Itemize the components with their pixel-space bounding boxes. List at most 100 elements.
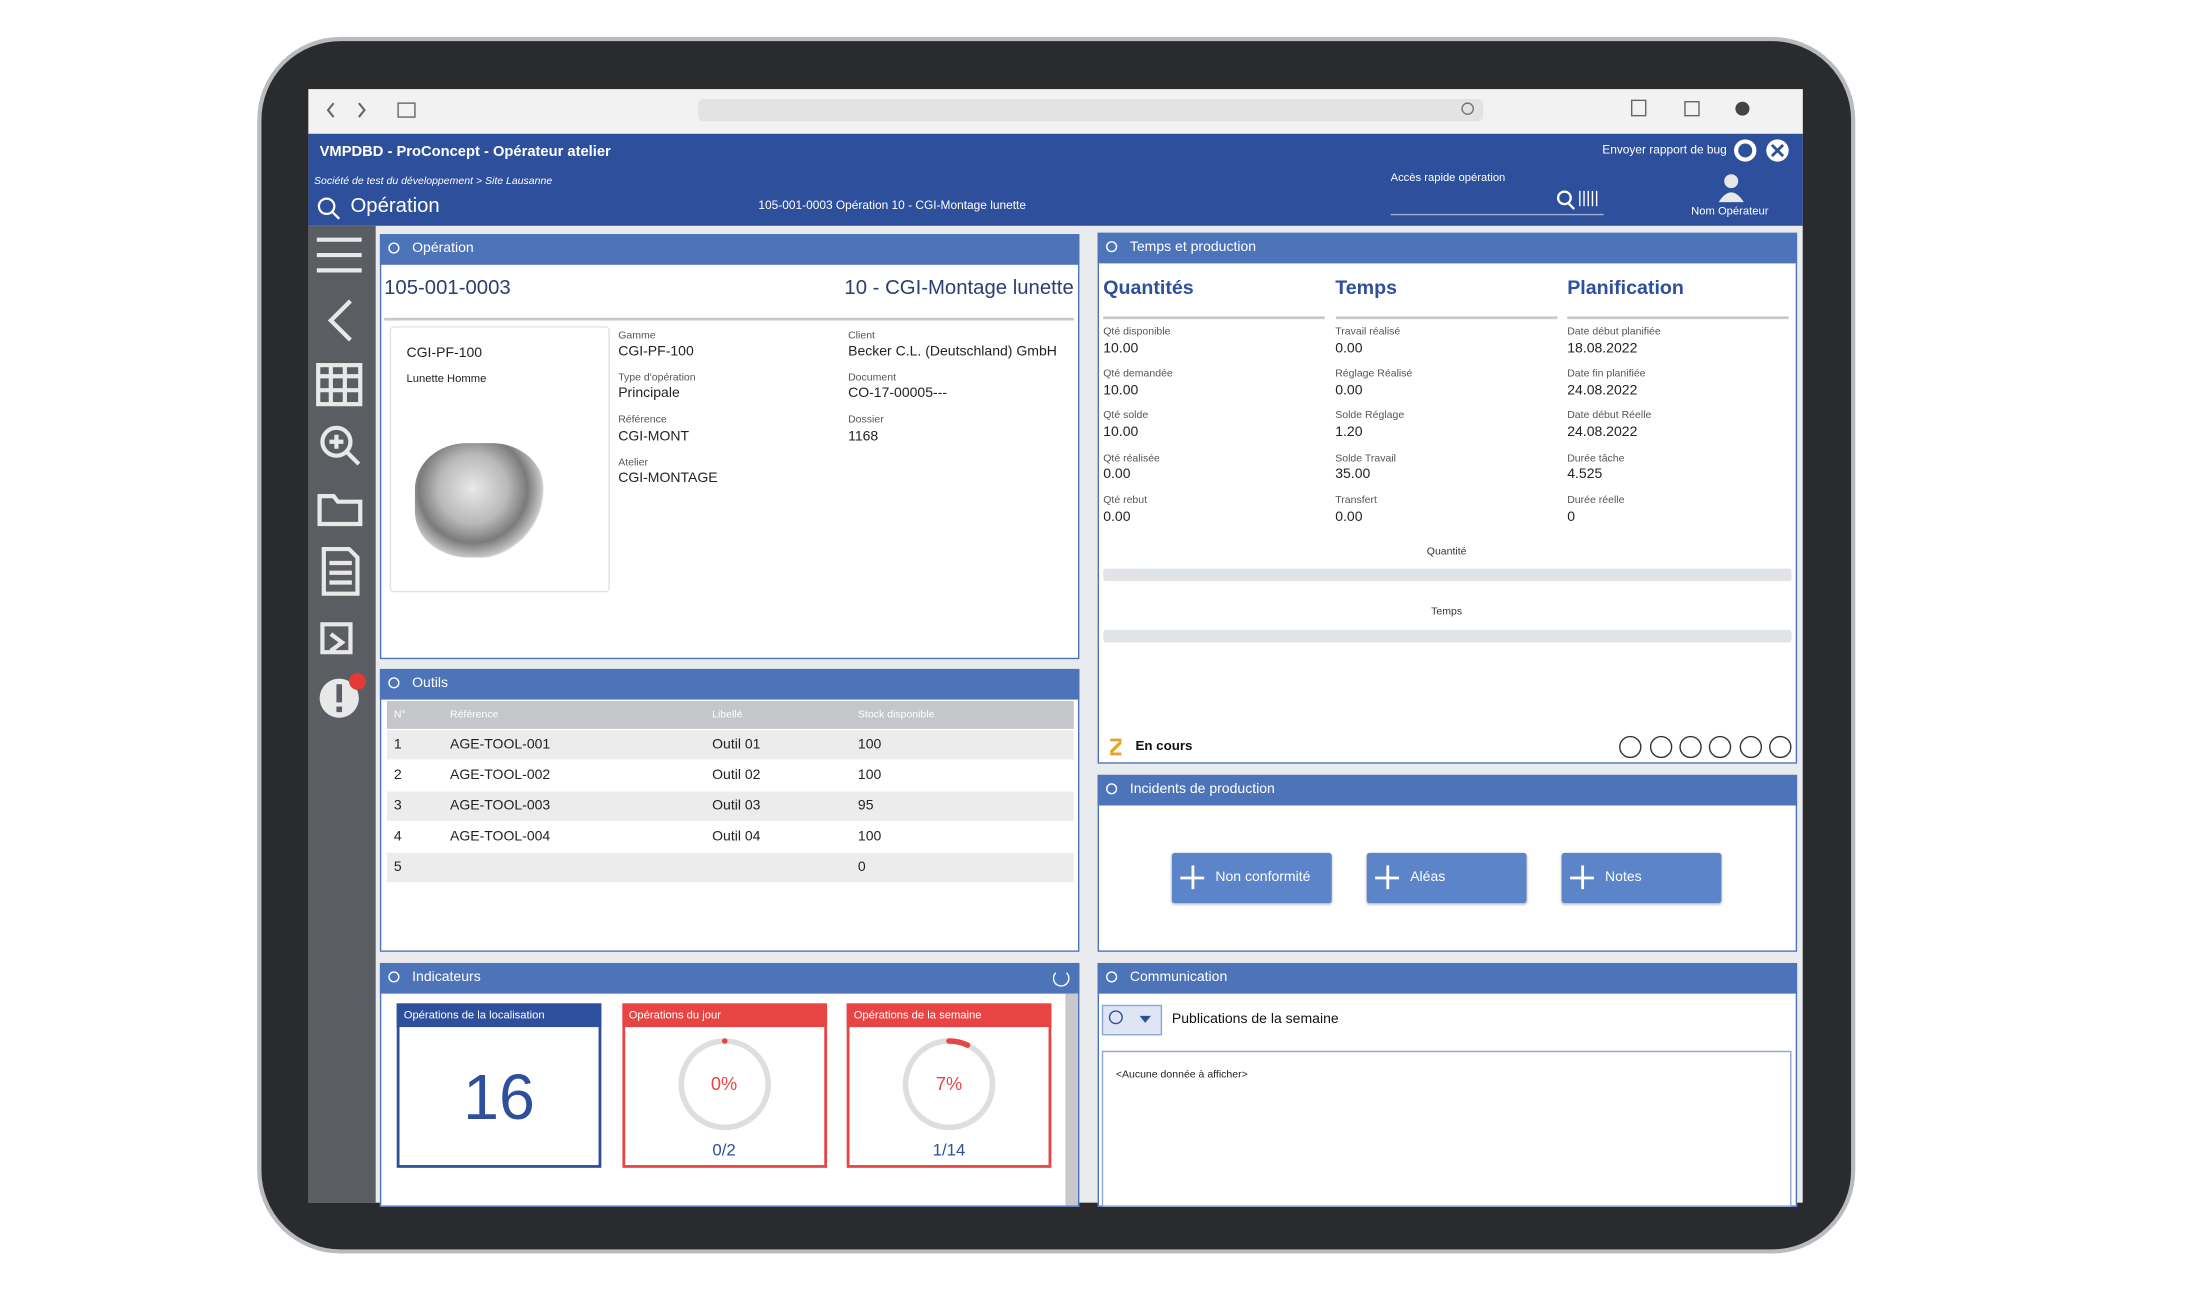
table-cell: 100 — [857, 767, 882, 783]
panel-header — [1097, 962, 1798, 994]
breadcrumb: 105-001-0003 Opération 10 - CGI-Montage … — [758, 198, 1026, 213]
app-title: VMPDBD - ProConcept - Opérateur atelier — [319, 143, 611, 161]
gauge-arc — [902, 1038, 996, 1131]
gauge-label: 7% — [935, 1072, 963, 1094]
table-cell: 100 — [857, 736, 882, 752]
incident-button-label: Non conformité — [1215, 868, 1311, 885]
control-button[interactable] — [1769, 735, 1792, 759]
gauge-arc — [677, 1038, 771, 1131]
incident-button-label: Notes — [1605, 868, 1642, 885]
operation-name: 10 - CGI-Montage lunette — [844, 277, 1074, 300]
user-name: Nom Opérateur — [1691, 204, 1769, 217]
field-value: 0.00 — [1103, 467, 1131, 483]
field-value: 0.00 — [1335, 382, 1363, 399]
field-value: 1.20 — [1335, 425, 1363, 441]
field-label: Qté disponible — [1103, 324, 1171, 338]
field-value: Principale — [618, 386, 680, 402]
panel — [1097, 232, 1798, 764]
table-cell: 1 — [393, 736, 402, 752]
app-subtitle: Société de test du développement > Site … — [314, 174, 553, 187]
field-label: Qté solde — [1103, 408, 1149, 422]
table-row — [386, 822, 1074, 852]
field-value: 1168 — [848, 428, 879, 444]
field-label: Atelier — [618, 455, 649, 468]
refresh-icon[interactable] — [1052, 969, 1070, 987]
plus-v — [1580, 865, 1584, 890]
control-button[interactable] — [1619, 735, 1642, 759]
control-button[interactable] — [1739, 735, 1763, 759]
status: En cours — [1135, 738, 1193, 754]
panel-title: Opération — [412, 240, 474, 256]
table-cell: 100 — [857, 828, 882, 844]
field-label: Dossier — [848, 413, 884, 426]
table-cell: Outil 02 — [712, 767, 761, 783]
control-button[interactable] — [1679, 735, 1702, 759]
progress-label: Quantité — [1426, 544, 1467, 558]
publications-box — [1101, 1050, 1792, 1207]
table-cell: Outil 04 — [712, 828, 761, 844]
table-row — [386, 791, 1074, 821]
gauge — [677, 1038, 771, 1131]
field-value: CGI-PF-100 — [618, 344, 694, 360]
field-label: Travail réalisé — [1335, 324, 1401, 338]
plus-v — [1190, 865, 1194, 890]
field-label: Référence — [618, 413, 667, 426]
panel-header — [1097, 774, 1798, 806]
panel-icon — [1106, 783, 1118, 795]
gauge-ratio: 0/2 — [712, 1140, 736, 1161]
column-divider — [1567, 316, 1789, 320]
panel-icon — [1106, 241, 1118, 253]
indicator-card-header — [621, 1003, 827, 1028]
filter-label: Publications de la semaine — [1171, 1011, 1339, 1027]
field-value: 10.00 — [1103, 425, 1139, 441]
field-value: Becker C.L. (Deutschland) GmbH — [848, 344, 1057, 360]
incident-button-label: Aléas — [1410, 868, 1446, 885]
field-label: Transfert — [1335, 493, 1377, 506]
panel-title: Temps et production — [1129, 239, 1257, 255]
control-button[interactable] — [1649, 735, 1673, 759]
article-card — [389, 326, 610, 593]
table-cell: Outil 03 — [712, 797, 761, 814]
plus-v — [1385, 865, 1389, 890]
bug-report: Envoyer rapport de bug — [1602, 142, 1727, 157]
table-cell: 5 — [393, 859, 402, 875]
article-code: CGI-PF-100 — [406, 344, 483, 361]
panel-icon — [388, 971, 400, 983]
field-label: Type d'opération — [618, 370, 696, 384]
table-header-cell: Stock disponible — [857, 707, 935, 721]
field-label: Durée réelle — [1567, 493, 1625, 506]
table-cell: 4 — [393, 828, 402, 844]
field-label: Solde Réglage — [1335, 408, 1405, 422]
panel-icon — [1106, 971, 1118, 983]
table-cell: AGE-TOOL-001 — [449, 736, 551, 752]
table-cell: AGE-TOOL-003 — [449, 797, 551, 814]
dropdown-arrow — [1139, 1015, 1151, 1023]
indicator-title: Opérations du jour — [628, 1008, 721, 1021]
field-value: CGI-MONTAGE — [618, 470, 718, 487]
indicator-card — [396, 1003, 602, 1168]
table-row — [386, 730, 1074, 760]
panel-title: Outils — [412, 675, 448, 691]
field-label: Qté demandée — [1103, 366, 1173, 380]
panel-title: Communication — [1129, 969, 1228, 985]
panel-header — [379, 668, 1080, 700]
column-title: Quantités — [1103, 276, 1194, 299]
table-header — [386, 700, 1074, 729]
field-value: 10.00 — [1103, 382, 1139, 399]
panel-title: Incidents de production — [1129, 781, 1275, 797]
article-image — [414, 443, 544, 558]
indicator-title: Opérations de la semaine — [853, 1008, 982, 1021]
page-title: Opération — [350, 195, 440, 218]
field-value: 0.00 — [1103, 509, 1131, 525]
field-label: Client — [848, 328, 875, 342]
indicator-card-header — [396, 1003, 602, 1028]
progress-bar — [1103, 629, 1792, 643]
panel-icon — [388, 677, 400, 689]
table-row — [386, 760, 1074, 791]
column-title: Temps — [1335, 276, 1398, 299]
field-value: 4.525 — [1567, 467, 1603, 483]
divider — [384, 317, 1074, 321]
control-button[interactable] — [1708, 735, 1732, 759]
